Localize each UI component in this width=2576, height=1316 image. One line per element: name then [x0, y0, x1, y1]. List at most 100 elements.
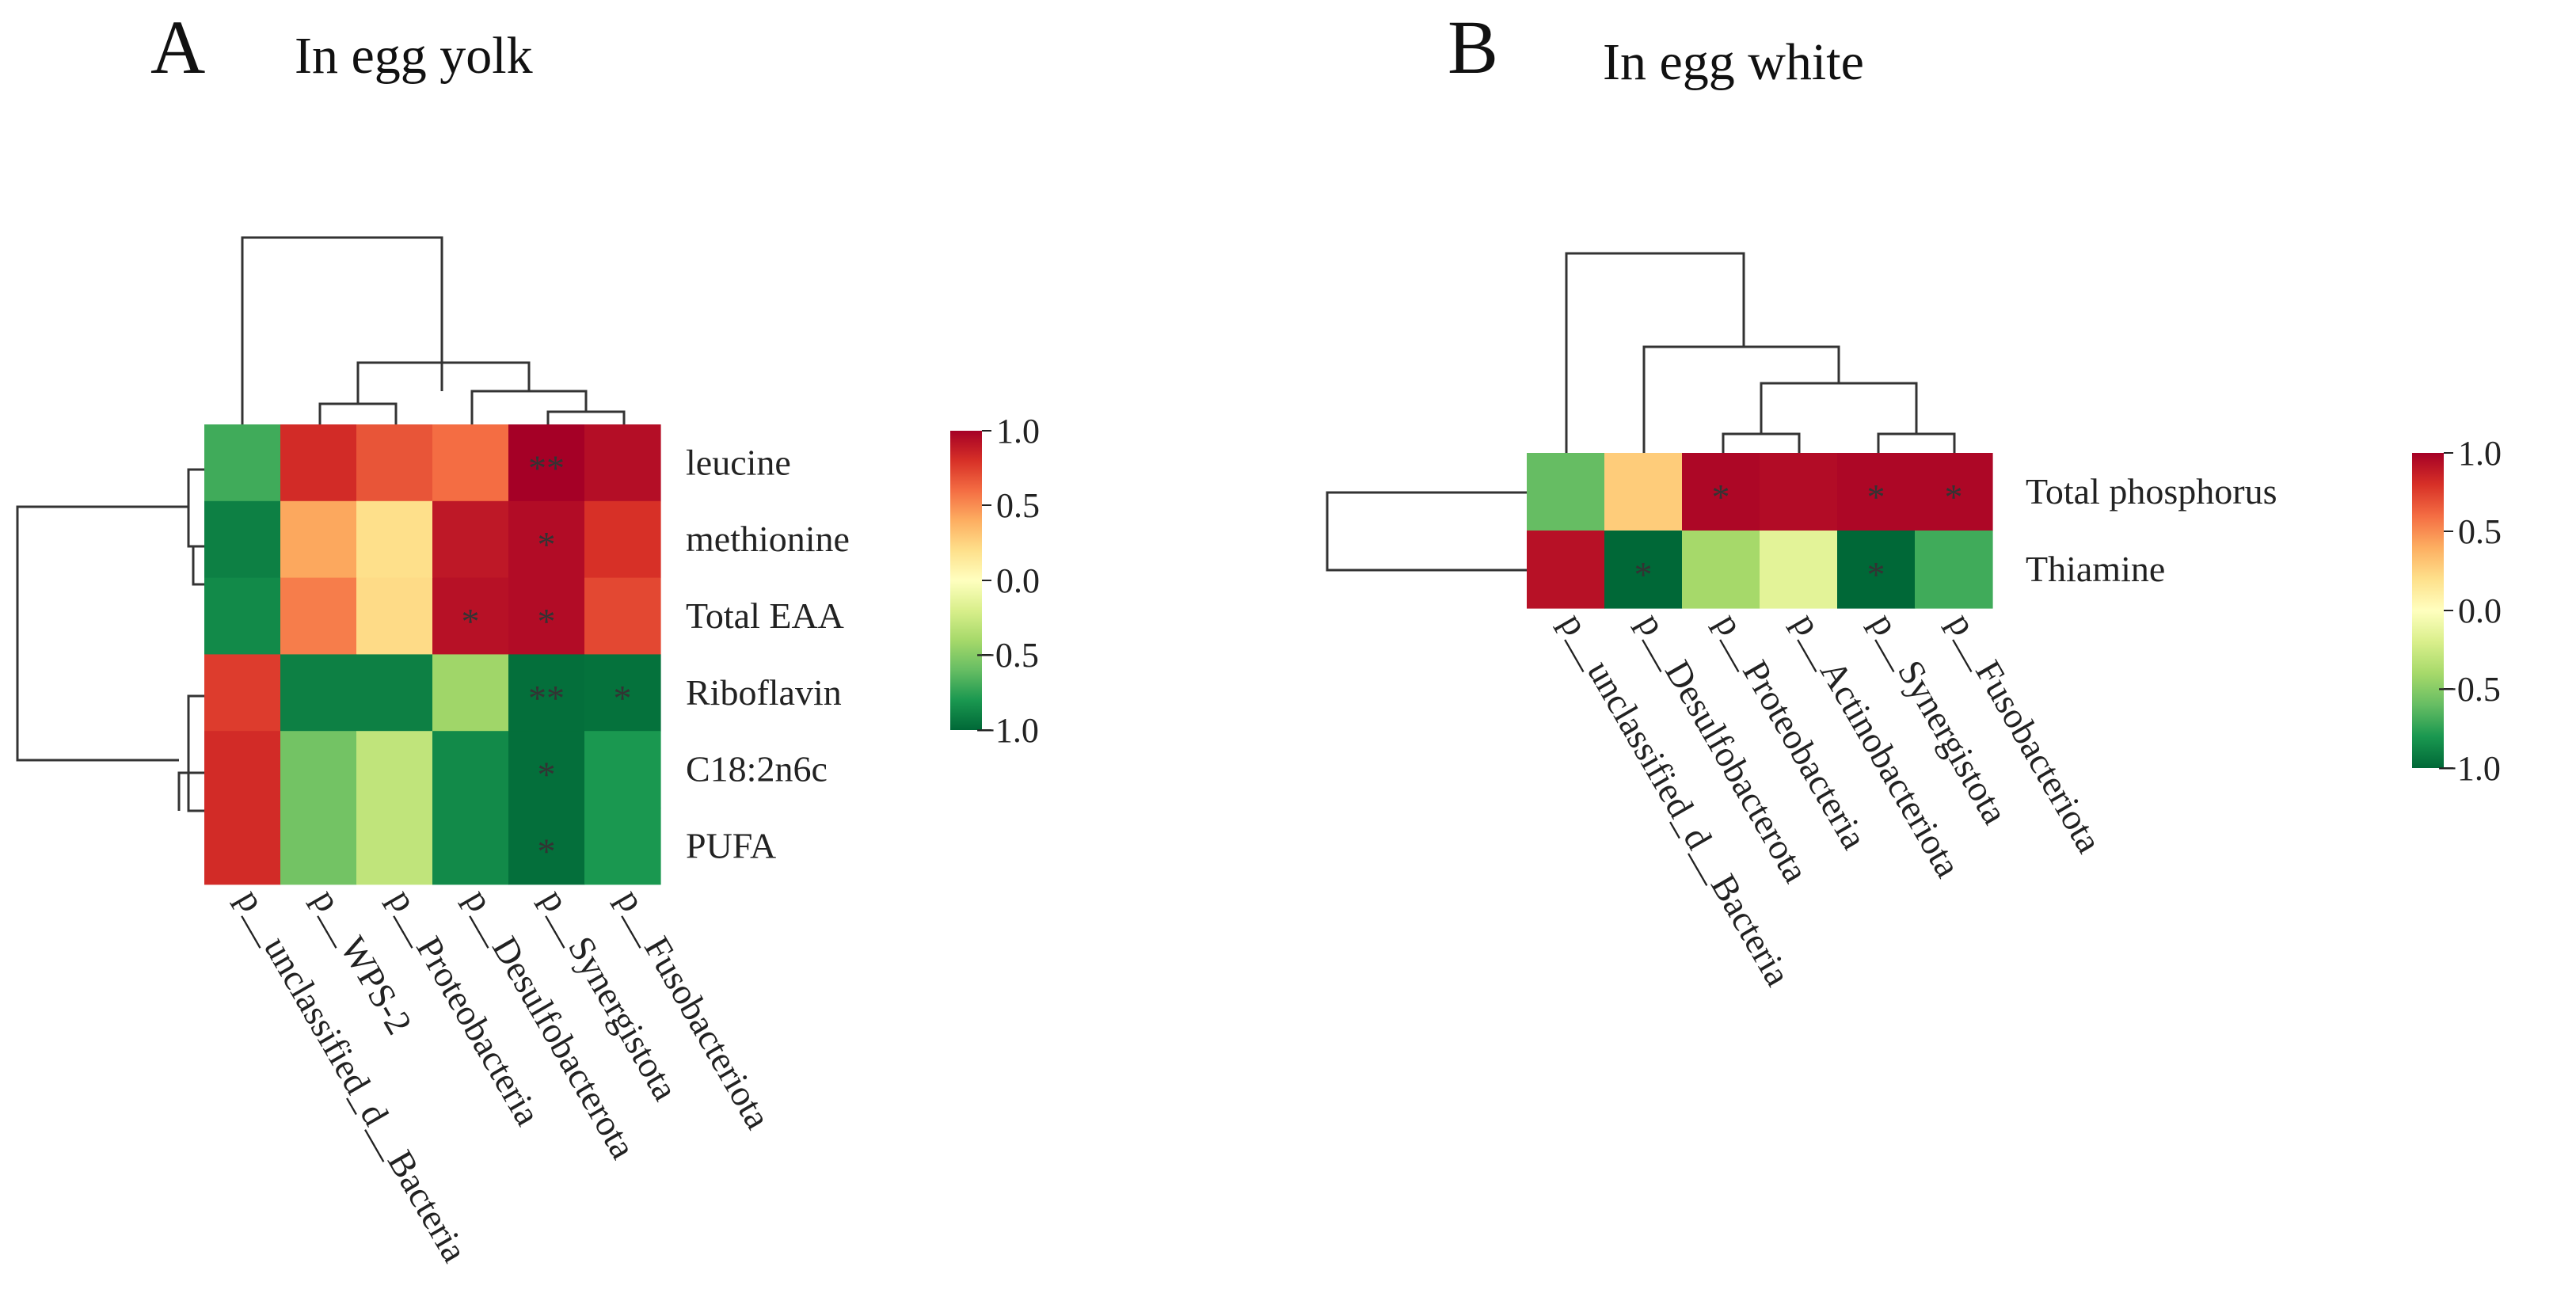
row-label: C18:2n6c	[686, 749, 828, 789]
heatmap-cell	[432, 731, 509, 808]
row-dendro-link	[1326, 491, 1527, 572]
heatmap-b-column-labels: p__unclassified_d__Bacteriap__Desulfobac…	[1552, 607, 2110, 993]
heatmap-cell	[356, 654, 433, 732]
significance-mark: *	[1634, 554, 1653, 595]
heatmap-b-significance: * * * * *	[1634, 477, 1963, 595]
row-label: PUFA	[686, 825, 776, 865]
col-dendro-link	[470, 390, 588, 424]
significance-mark: **	[528, 678, 565, 718]
heatmap-b-colorbar: 1.0 0.5 0.0 −0.5 −1.0	[2412, 434, 2502, 788]
heatmap-cell	[204, 424, 281, 502]
significance-mark: *	[614, 678, 632, 718]
heatmap-cell	[432, 577, 509, 655]
heatmap-cell	[432, 500, 509, 579]
colorbar-a-tick-label: 0.0	[996, 561, 1040, 600]
heatmap-a-colorbar: 1.0 0.5 0.0 −0.5 −1.0	[950, 412, 1040, 750]
heatmap-cell	[1682, 531, 1760, 609]
heatmap-cell	[1760, 453, 1838, 531]
panel-b-title: In egg white	[1603, 33, 1864, 91]
heatmap-cell	[584, 500, 661, 579]
significance-mark: **	[528, 447, 565, 488]
heatmap-cell	[204, 654, 281, 732]
significance-mark: *	[1945, 477, 1963, 517]
row-label: methionine	[686, 519, 850, 559]
heatmap-a-row-labels: leucine methionine Total EAA Riboflavin C18:…	[686, 442, 850, 865]
col-dendro-link	[1722, 432, 1801, 453]
panel-a-title: In egg yolk	[295, 27, 533, 85]
heatmap-cell	[432, 654, 509, 732]
heatmap-cell	[508, 577, 585, 655]
heatmap-cell	[508, 731, 585, 808]
heatmap-cell	[280, 808, 357, 885]
heatmap-cell	[1682, 453, 1760, 531]
significance-mark: *	[1867, 554, 1885, 595]
col-dendro-link	[546, 410, 626, 424]
heatmap-cell	[508, 500, 585, 579]
heatmap-cell	[432, 808, 509, 885]
col-dendro-link	[241, 236, 443, 424]
significance-mark: *	[462, 601, 480, 641]
row-dendro-link	[187, 694, 204, 812]
heatmap-a-cells	[204, 424, 661, 885]
colorbar-a-tick-label: 0.5	[996, 486, 1040, 525]
col-dendro-link	[1760, 382, 1918, 434]
heatmap-cell	[356, 500, 433, 579]
heatmap-cell	[584, 808, 661, 885]
heatmap-cell	[280, 500, 357, 579]
heatmap-cell	[280, 731, 357, 808]
heatmap-cell	[432, 424, 509, 502]
colorbar-a-tick-label: −0.5	[976, 636, 1039, 675]
heatmap-b-row-labels: Total phosphorus Thiamine	[2026, 471, 2277, 589]
heatmap-b-cells	[1527, 453, 1993, 609]
colorbar-b-gradient	[2412, 453, 2444, 768]
colorbar-b-tick-label: 0.5	[2458, 512, 2502, 551]
heatmap-cell	[508, 654, 585, 732]
heatmap-cell	[584, 731, 661, 808]
heatmap-cell	[204, 808, 281, 885]
row-dendro-link	[187, 468, 204, 548]
heatmap-cell	[584, 577, 661, 655]
heatmap-cell	[1604, 453, 1683, 531]
heatmap-cell	[280, 424, 357, 502]
row-dendro-link	[177, 771, 204, 811]
heatmap-cell	[356, 577, 433, 655]
col-dendro-link	[1565, 252, 1745, 453]
heatmap-cell	[280, 654, 357, 732]
colorbar-b-tick-label: 0.0	[2458, 591, 2502, 630]
heatmap-cell	[508, 808, 585, 885]
heatmap-cell	[1527, 531, 1605, 609]
heatmap-cell	[356, 808, 433, 885]
significance-mark: *	[538, 831, 556, 871]
row-label: Total EAA	[686, 595, 844, 636]
heatmap-cell	[1604, 531, 1683, 609]
significance-mark: *	[538, 601, 556, 641]
row-label: leucine	[686, 442, 791, 482]
colorbar-b-tick-label: −0.5	[2437, 670, 2501, 709]
colorbar-a-gradient	[950, 431, 982, 730]
heatmap-cell	[1760, 531, 1838, 609]
heatmap-cell	[204, 500, 281, 579]
heatmap-a-column-labels: p__unclassified_d__Bacteriap__WPS-2p__Pr…	[229, 882, 778, 1268]
heatmap-cell	[508, 424, 585, 502]
heatmap-a-significance: **** *** ***	[462, 447, 632, 871]
col-dendro-link	[318, 402, 398, 424]
row-dendro-link	[192, 546, 204, 586]
colorbar-a-tick-label: 1.0	[996, 412, 1040, 451]
row-label: Riboflavin	[686, 672, 842, 713]
row-dendro-link	[16, 505, 188, 762]
heatmap-cell	[584, 424, 661, 502]
heatmap-panel-b: * * * * * Total phosphorus Thiamine p__unclas…	[1326, 252, 2502, 993]
row-label: Thiamine	[2026, 549, 2165, 589]
heatmap-cell	[204, 731, 281, 808]
significance-mark: *	[1867, 477, 1885, 517]
heatmap-cell	[280, 577, 357, 655]
heatmap-cell	[356, 731, 433, 808]
panel-a-letter: A	[150, 5, 205, 89]
colorbar-b-tick-label: −1.0	[2437, 749, 2501, 788]
colorbar-a-tick-label: −1.0	[976, 711, 1039, 750]
heatmap-cell	[204, 577, 281, 655]
significance-mark: *	[538, 755, 556, 795]
heatmap-cell	[1915, 531, 1993, 609]
